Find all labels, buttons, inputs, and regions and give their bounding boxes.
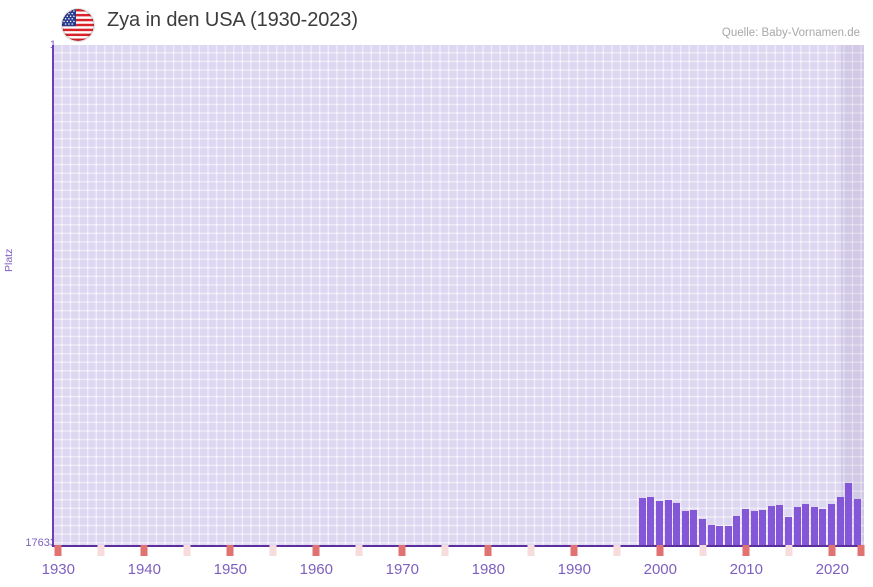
- x-axis-label-1960: 1960: [299, 561, 333, 578]
- bar-2023[interactable]: [853, 499, 861, 545]
- x-axis-label-2010: 2010: [729, 561, 763, 578]
- bar-2010[interactable]: [742, 509, 749, 545]
- plot-gridlines: [54, 45, 864, 545]
- x-axis-marker-1990: [570, 545, 578, 556]
- bar-2012[interactable]: [759, 510, 767, 545]
- x-axis-marker-1960: [312, 545, 320, 556]
- x-axis-label-1990: 1990: [557, 561, 591, 578]
- bar-2013[interactable]: [767, 506, 775, 545]
- bar-2006[interactable]: [707, 525, 715, 545]
- x-axis-marker-1930: [54, 545, 62, 556]
- us-flag-icon: [62, 9, 94, 41]
- x-axis-marker-1970: [398, 545, 406, 556]
- x-axis-label-2000: 2000: [643, 561, 677, 578]
- y-axis-line: [52, 45, 54, 545]
- x-axis-label-1930: 1930: [41, 561, 75, 578]
- bar-2014[interactable]: [776, 505, 784, 545]
- bar-2020[interactable]: [828, 504, 835, 545]
- bar-2016[interactable]: [793, 507, 801, 545]
- chart-header: Zya in den USA (1930-2023) Quelle: Baby-…: [0, 0, 873, 44]
- x-axis-label-1940: 1940: [127, 561, 161, 578]
- x-axis-marker-1935: [97, 545, 105, 556]
- x-axis-marker-2010: [742, 545, 750, 556]
- x-axis-label-2020: 2020: [815, 561, 849, 578]
- bar-2018[interactable]: [810, 507, 818, 545]
- x-axis-marker-2000: [656, 545, 664, 556]
- x-axis-marker-1965: [355, 545, 363, 556]
- bar-2011[interactable]: [750, 511, 758, 545]
- bar-2005[interactable]: [699, 519, 706, 545]
- bar-2009[interactable]: [733, 516, 741, 545]
- bar-2004[interactable]: [690, 510, 698, 545]
- x-axis-marker-end: [857, 545, 865, 556]
- bar-2003[interactable]: [681, 511, 689, 545]
- bar-1999[interactable]: [647, 497, 655, 545]
- bar-2007[interactable]: [716, 526, 724, 545]
- x-axis-marker-1980: [484, 545, 492, 556]
- x-axis-marker-1940: [140, 545, 148, 556]
- y-axis-tick-bottom: 17633: [25, 537, 56, 549]
- bar-2017[interactable]: [802, 504, 810, 545]
- x-axis-marker-1995: [613, 545, 621, 556]
- bar-2021[interactable]: [836, 497, 844, 545]
- x-axis-line: [52, 545, 864, 547]
- bar-2019[interactable]: [819, 509, 827, 545]
- bar-2001[interactable]: [664, 500, 672, 545]
- x-axis-marker-1975: [441, 545, 449, 556]
- x-axis-marker-1945: [183, 545, 191, 556]
- bar-2008[interactable]: [724, 526, 732, 545]
- bar-2000[interactable]: [656, 501, 663, 545]
- x-axis-marker-1950: [226, 545, 234, 556]
- x-axis-marker-2015: [785, 545, 793, 556]
- x-axis-marker-2005: [699, 545, 707, 556]
- x-axis-label-1970: 1970: [385, 561, 419, 578]
- chart-source-attribution: Quelle: Baby-Vornamen.de: [721, 27, 860, 39]
- x-axis-label-1950: 1950: [213, 561, 247, 578]
- x-axis-marker-2020: [828, 545, 836, 556]
- x-axis-label-1980: 1980: [471, 561, 505, 578]
- plot-area: [52, 45, 864, 547]
- x-axis-marker-1985: [527, 545, 535, 556]
- bar-2002[interactable]: [673, 503, 681, 545]
- chart-title: Zya in den USA (1930-2023): [107, 9, 358, 31]
- x-axis-marker-1955: [269, 545, 277, 556]
- bar-1998[interactable]: [638, 498, 646, 545]
- y-axis-title: Platz: [3, 248, 15, 272]
- bar-2015[interactable]: [785, 517, 792, 545]
- bar-2022[interactable]: [845, 483, 853, 545]
